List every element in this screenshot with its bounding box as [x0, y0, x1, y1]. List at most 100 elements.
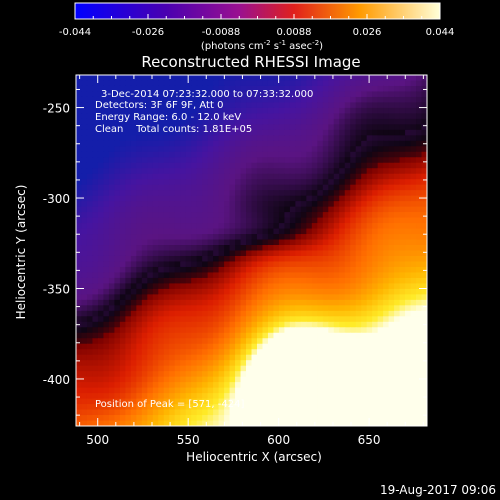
heatmap-cell: [86, 371, 94, 378]
heatmap-cell: [366, 382, 373, 389]
heatmap-cell: [377, 190, 384, 197]
heatmap-cell: [306, 146, 313, 153]
heatmap-cell: [152, 409, 159, 416]
heatmap-cell: [240, 316, 247, 323]
heatmap-cell: [130, 80, 137, 87]
heatmap-cell: [158, 321, 165, 328]
heatmap-cell: [251, 294, 258, 301]
heatmap-cell: [185, 371, 192, 378]
heatmap-cell: [235, 107, 242, 114]
heatmap-cell: [125, 124, 132, 131]
heatmap-cell: [141, 420, 148, 426]
heatmap-cell: [300, 338, 307, 345]
heatmap-cell: [300, 327, 307, 334]
heatmap-cell: [394, 195, 401, 202]
heatmap-cell: [262, 212, 269, 219]
heatmap-cell: [81, 327, 88, 334]
heatmap-cell: [300, 354, 307, 361]
heatmap-cell: [295, 135, 302, 142]
heatmap-cell: [191, 327, 198, 334]
heatmap-cell: [213, 140, 220, 147]
heatmap-cell: [311, 343, 318, 350]
heatmap-cell: [235, 85, 242, 93]
heatmap-cell: [174, 288, 181, 295]
heatmap-cell: [361, 393, 368, 400]
heatmap-cell: [322, 124, 329, 131]
heatmap-cell: [328, 393, 335, 400]
heatmap-cell: [114, 135, 121, 142]
heatmap-cell: [224, 234, 231, 241]
heatmap-cell: [92, 173, 99, 180]
heatmap-cell: [300, 173, 307, 180]
heatmap-cell: [81, 173, 88, 180]
heatmap-cell: [273, 245, 280, 252]
heatmap-cell: [125, 190, 132, 197]
heatmap-cell: [125, 179, 132, 186]
chart-title: Reconstructed RHESSI Image: [141, 53, 360, 71]
heatmap-cell: [372, 162, 379, 169]
heatmap-cell: [246, 118, 253, 125]
heatmap-cell: [361, 102, 368, 109]
heatmap-cell: [147, 343, 154, 350]
heatmap-cell: [388, 272, 395, 279]
heatmap-cell: [295, 360, 302, 367]
heatmap-cell: [388, 371, 395, 378]
heatmap-cell: [344, 124, 351, 131]
heatmap-cell: [267, 272, 275, 279]
heatmap-cell: [202, 321, 209, 328]
heatmap-cell: [317, 228, 324, 235]
heatmap-cell: [300, 157, 307, 164]
heatmap-cell: [202, 173, 209, 180]
heatmap-cell: [405, 376, 412, 383]
heatmap-cell: [174, 91, 181, 98]
heatmap-cell: [383, 376, 390, 383]
heatmap-cell: [86, 206, 94, 213]
heatmap-cell: [256, 184, 264, 191]
heatmap-cell: [256, 404, 264, 411]
heatmap-cell: [136, 190, 143, 197]
heatmap-cell: [76, 162, 83, 169]
heatmap-cell: [108, 118, 115, 125]
heatmap-cell: [394, 102, 401, 109]
heatmap-cell: [97, 360, 105, 367]
heatmap-cell: [86, 146, 94, 153]
heatmap-cell: [185, 343, 192, 350]
heatmap-cell: [350, 338, 357, 345]
heatmap-cell: [152, 327, 159, 334]
heatmap-cell: [262, 146, 269, 153]
heatmap-cell: [114, 349, 121, 356]
heatmap-cell: [300, 179, 307, 186]
heatmap-cell: [322, 245, 329, 252]
heatmap-cell: [388, 393, 395, 400]
heatmap-cell: [240, 129, 247, 136]
heatmap-cell: [262, 398, 269, 405]
heatmap-cell: [158, 234, 165, 241]
heatmap-cell: [322, 234, 329, 241]
heatmap-cell: [92, 228, 99, 235]
heatmap-cell: [246, 255, 253, 263]
heatmap-cell: [246, 157, 253, 164]
heatmap-cell: [361, 85, 368, 93]
heatmap-cell: [322, 75, 329, 82]
heatmap-cell: [410, 277, 417, 284]
heatmap-cell: [229, 124, 236, 131]
heatmap-cell: [218, 201, 225, 208]
heatmap-cell: [300, 107, 307, 114]
heatmap-cell: [229, 228, 236, 235]
heatmap-cell: [394, 409, 401, 416]
heatmap-cell: [218, 360, 225, 367]
heatmap-cell: [295, 140, 302, 147]
heatmap-cell: [273, 305, 280, 312]
heatmap-cell: [350, 420, 357, 426]
heatmap-cell: [394, 382, 401, 389]
heatmap-cell: [383, 316, 390, 323]
heatmap-cell: [224, 409, 231, 416]
heatmap-cell: [361, 387, 368, 394]
heatmap-cell: [322, 173, 329, 180]
heatmap-cell: [339, 151, 346, 158]
heatmap-cell: [377, 129, 384, 136]
heatmap-cell: [278, 327, 285, 334]
heatmap-cell: [196, 266, 203, 274]
heatmap-cell: [114, 146, 121, 153]
heatmap-cell: [114, 228, 121, 235]
